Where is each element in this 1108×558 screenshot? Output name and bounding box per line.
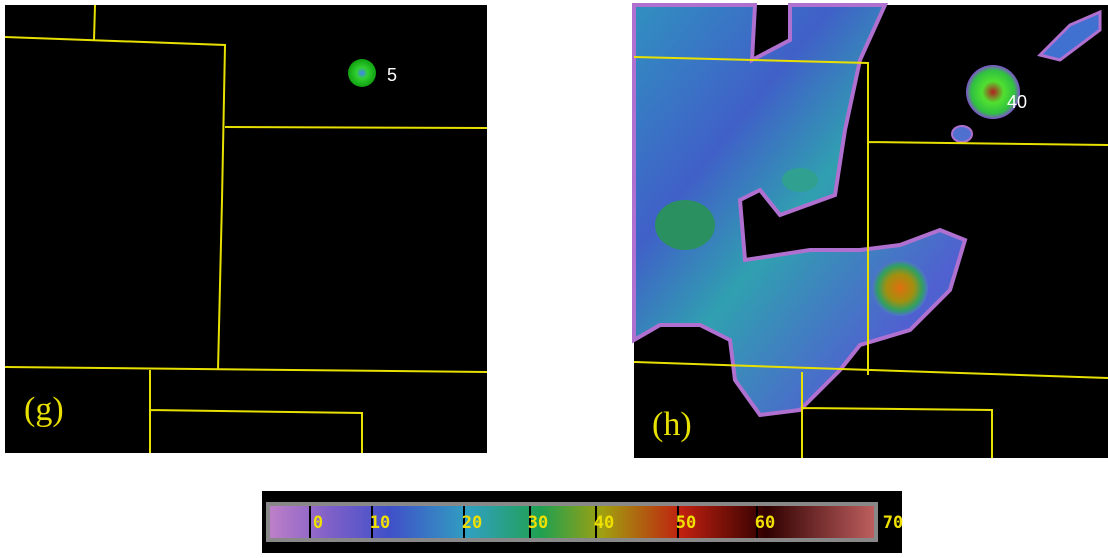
colorbar-label: 70 (883, 513, 903, 533)
radar-echo (872, 260, 928, 316)
radar-echo (952, 126, 972, 142)
panel-g: 5 (g) (5, 5, 487, 453)
radar-echo (655, 200, 715, 250)
colorbar-label: 40 (594, 513, 614, 533)
colorbar-scale (268, 504, 876, 540)
panel-h: 40 (h) (634, 5, 1108, 458)
colorbar: 0 10 20 30 40 50 60 70 (262, 491, 903, 553)
colorbar-label: 30 (528, 513, 548, 533)
panel-label: (g) (24, 391, 64, 428)
annotation: 40 (1007, 92, 1027, 112)
colorbar-label: 20 (462, 513, 482, 533)
figure: 5 (g) 40 (h) 0 10 20 30 40 50 60 70 (0, 0, 1108, 558)
panel-label: (h) (652, 406, 692, 443)
annotation: 5 (387, 65, 397, 85)
colorbar-label: 0 (313, 513, 323, 533)
colorbar-label: 50 (676, 513, 696, 533)
radar-echo (348, 59, 376, 87)
colorbar-label: 60 (755, 513, 775, 533)
map-background (5, 5, 487, 453)
radar-echo (782, 168, 818, 192)
colorbar-label: 10 (370, 513, 390, 533)
